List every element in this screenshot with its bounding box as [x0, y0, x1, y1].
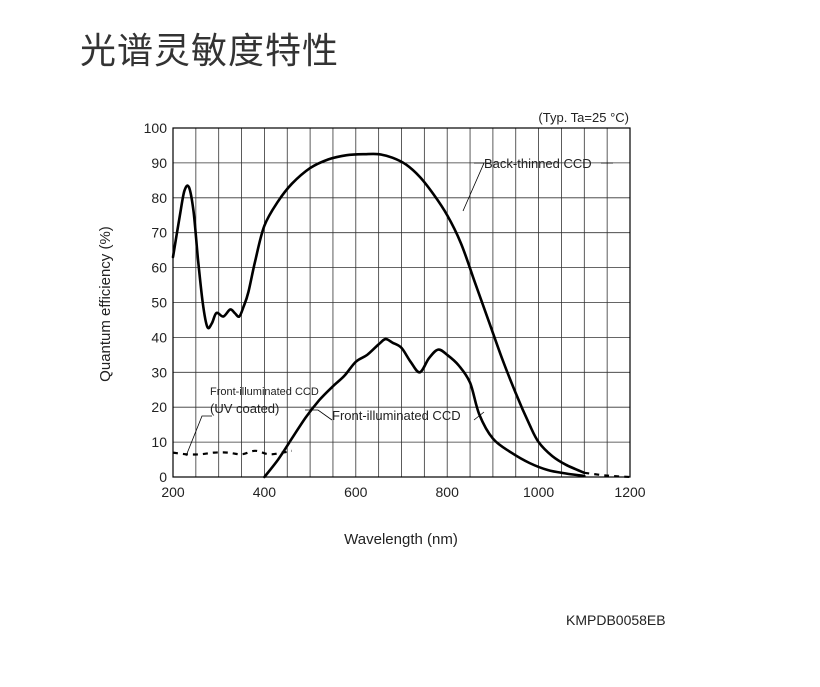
condition-note: (Typ. Ta=25 °C) [538, 110, 629, 125]
y-tick-label: 30 [151, 364, 167, 380]
chart-ticks: 200 400 600 800 1000 1200 0 10 20 30 40 50 60 70 80 90 1… [144, 120, 646, 500]
x-tick-label: 800 [436, 484, 460, 500]
y-tick-label: 90 [151, 155, 167, 171]
uv-coated-annotation-line1: Front-illuminated CCD [210, 386, 319, 398]
y-tick-label: 20 [151, 399, 167, 415]
uv-coated-annotation-line2: (UV coated) [210, 401, 279, 416]
front-illuminated-leader-line [305, 409, 485, 421]
back-thinned-annotation: Back-thinned CCD [484, 156, 592, 171]
y-tick-label: 10 [151, 434, 167, 450]
y-tick-label: 0 [159, 469, 167, 485]
series-line-1 [584, 471, 631, 479]
x-tick-label: 1000 [523, 484, 554, 500]
y-tick-label: 40 [151, 329, 167, 345]
plot-frame [172, 127, 631, 478]
series-line-0 [171, 152, 586, 475]
x-tick-label: 1200 [614, 484, 645, 500]
chart-grid [172, 127, 631, 478]
uv-coated-leader-line [185, 415, 212, 457]
x-axis-label: Wavelength (nm) [344, 531, 458, 548]
x-tick-label: 600 [344, 484, 368, 500]
y-tick-label: 50 [151, 295, 167, 311]
y-tick-label: 80 [151, 190, 167, 206]
x-tick-label: 400 [253, 484, 277, 500]
y-axis-label: Quantum efficiency (%) [97, 226, 114, 382]
series-line-3 [172, 449, 293, 456]
y-tick-label: 70 [151, 225, 167, 241]
back-thinned-leader-line [462, 162, 613, 212]
series-line-2 [263, 337, 586, 479]
y-tick-label: 100 [144, 120, 168, 136]
x-tick-label: 200 [161, 484, 185, 500]
page-title: 光谱灵敏度特性 [80, 31, 340, 72]
document-code: KMPDB0058EB [566, 612, 666, 628]
y-tick-label: 60 [151, 260, 167, 276]
front-illuminated-annotation: Front-illuminated CCD [332, 408, 461, 423]
chart-curves [171, 152, 631, 479]
